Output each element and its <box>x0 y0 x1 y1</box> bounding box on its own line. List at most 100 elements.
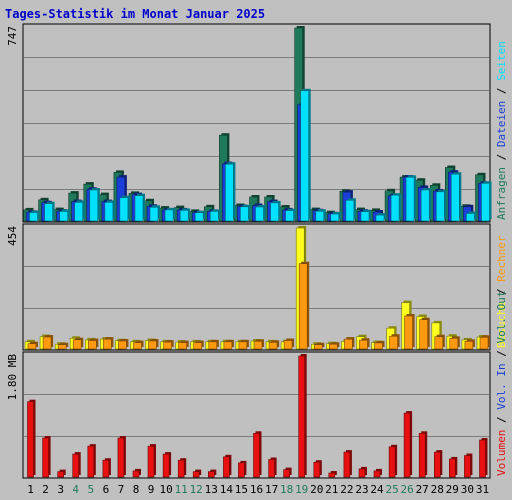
legend-middle: Besuche / Rechner <box>495 235 508 348</box>
x-tick-label: 20 <box>310 483 323 496</box>
x-tick-label: 8 <box>133 483 140 496</box>
bar-seiten-25 <box>390 194 400 222</box>
bar-rechner-6 <box>103 338 112 350</box>
chart-panels: 747 Anfragen / Dateien / Seiten 454 Besuche… <box>6 23 508 479</box>
bar-rechner-17 <box>268 341 278 350</box>
legend-space <box>495 410 508 417</box>
bar-rechner-30 <box>464 340 474 350</box>
x-tick-label: 14 <box>220 483 234 496</box>
bar-seiten-1 <box>29 212 38 222</box>
x-tick-label: 16 <box>250 483 263 496</box>
x-tick-label: 11 <box>175 483 188 496</box>
bar-seiten-11 <box>179 210 189 222</box>
bar-seiten-2 <box>44 203 53 222</box>
bar-seiten-10 <box>164 209 174 222</box>
bar-volumen-15 <box>238 462 245 478</box>
panel-top: 747 Anfragen / Dateien / Seiten <box>6 23 508 223</box>
x-tick-label: 26 <box>400 483 413 496</box>
bar-seiten-30 <box>466 213 475 222</box>
legend-space <box>495 81 508 88</box>
bar-rechner-31 <box>479 336 489 350</box>
bar-rechner-13 <box>208 341 218 350</box>
x-tick-label: 30 <box>461 483 474 496</box>
bar-rechner-14 <box>223 341 233 350</box>
y-max-label: 1.80 MB <box>6 354 19 401</box>
x-tick-label: 29 <box>446 483 459 496</box>
x-tick-label: 27 <box>416 483 429 496</box>
bar-volumen-8 <box>132 470 140 478</box>
bar-rechner-2 <box>42 336 52 350</box>
bar-rechner-29 <box>449 337 459 350</box>
x-tick-label: 2 <box>42 483 49 496</box>
bar-volumen-4 <box>72 453 79 478</box>
bar-rechner-1 <box>27 343 37 350</box>
bar-volumen-22 <box>343 451 351 478</box>
bar-rechner-5 <box>88 340 97 350</box>
bar-volumen-31 <box>479 439 486 478</box>
x-tick-label: 24 <box>370 483 384 496</box>
bar-rechner-7 <box>118 340 127 350</box>
bar-rechner-23 <box>359 339 368 350</box>
bar-volumen-7 <box>117 437 125 478</box>
bar-volumen-9 <box>147 445 155 478</box>
x-tick-label: 18 <box>280 483 293 496</box>
bar-volumen-1 <box>27 401 34 478</box>
bar-rechner-25 <box>389 335 398 350</box>
legend-separator: / <box>495 88 508 95</box>
legend-space <box>495 94 508 101</box>
x-tick-label: 6 <box>103 483 110 496</box>
bar-volumen-30 <box>464 455 471 478</box>
bar-seiten-22 <box>345 200 355 222</box>
legend-space <box>495 357 508 364</box>
bar-volumen-11 <box>177 459 185 478</box>
y-max-label: 454 <box>6 226 19 246</box>
x-tick-label: 23 <box>355 483 368 496</box>
legend-item: Vol. Out <box>495 291 508 344</box>
bar-volumen-16 <box>253 432 260 478</box>
x-tick-label: 13 <box>205 483 218 496</box>
bar-rechner-18 <box>283 340 293 350</box>
bar-rechner-21 <box>328 343 338 350</box>
legend-item: Anfragen <box>495 167 508 220</box>
bar-seiten-29 <box>450 173 460 222</box>
bar-rechner-8 <box>133 342 142 350</box>
bar-rechner-15 <box>238 341 248 350</box>
x-tick-label: 3 <box>57 483 64 496</box>
legend-separator: / <box>495 154 508 161</box>
bar-seiten-31 <box>481 183 490 222</box>
x-tick-label: 1 <box>27 483 34 496</box>
bar-rechner-11 <box>178 342 187 350</box>
bar-seiten-23 <box>360 211 370 222</box>
legend-space <box>495 160 508 167</box>
x-tick-label: 28 <box>431 483 444 496</box>
bar-rechner-10 <box>163 341 172 350</box>
x-tick-label: 15 <box>235 483 248 496</box>
bar-seiten-26 <box>405 177 415 222</box>
bar-volumen-23 <box>358 468 366 478</box>
bar-volumen-3 <box>57 471 65 478</box>
bar-rechner-24 <box>374 342 383 350</box>
x-tick-label: 19 <box>295 483 308 496</box>
bar-volumen-2 <box>42 437 49 478</box>
bar-seiten-3 <box>59 211 69 222</box>
panel-bottom: 1.80 MB Volumen / Vol. In / Vol. Out <box>6 291 508 479</box>
bar-seiten-7 <box>119 197 129 222</box>
legend-top: Anfragen / Dateien / Seiten <box>495 41 508 220</box>
x-axis-labels: 1 2 3 4 5 6 7 8 9 10 11 12 13 14 15 16 17 18 19 20 21 22 23 24 2… <box>27 483 489 496</box>
x-tick-label: 5 <box>87 483 94 496</box>
bar-volumen-14 <box>223 456 230 478</box>
x-tick-label: 25 <box>385 483 398 496</box>
legend-space <box>495 282 508 289</box>
bar-seiten-27 <box>420 189 430 222</box>
legend-bottom: Volumen / Vol. In / Vol. Out <box>495 291 508 476</box>
bar-seiten-19 <box>300 90 310 222</box>
bar-volumen-13 <box>208 471 215 478</box>
x-tick-label: 21 <box>325 483 338 496</box>
x-tick-label: 7 <box>118 483 125 496</box>
y-max-label: 747 <box>6 26 19 46</box>
chart-title: Tages-Statistik im Monat Januar 2025 <box>5 7 265 21</box>
bar-rechner-27 <box>419 319 429 350</box>
x-tick-label: 4 <box>72 483 79 496</box>
x-tick-label: 22 <box>340 483 353 496</box>
